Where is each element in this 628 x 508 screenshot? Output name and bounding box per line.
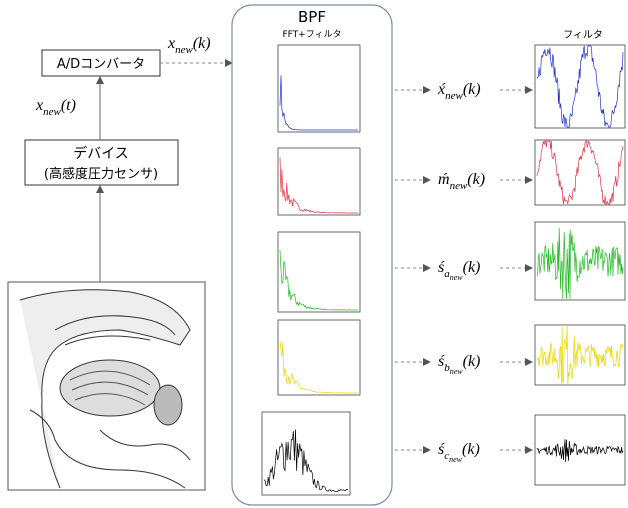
signal-curve bbox=[536, 325, 624, 385]
spectrum-frame bbox=[277, 231, 361, 313]
spectrum-curve bbox=[263, 429, 349, 493]
spectrum-frame bbox=[261, 411, 351, 496]
formula-sub: b bbox=[444, 362, 450, 374]
formula-arg: (k) bbox=[467, 171, 485, 188]
formula-base: x́ bbox=[437, 81, 446, 98]
formula-base: ḿ bbox=[438, 171, 450, 188]
signal-frame bbox=[534, 44, 626, 129]
ad-converter-box bbox=[41, 49, 161, 77]
spectrum-curve bbox=[279, 341, 358, 394]
formula-arg: (k) bbox=[463, 259, 481, 276]
formula-arg: (k) bbox=[193, 35, 211, 52]
bpf-subtitle: FFT+フィルタ bbox=[282, 29, 341, 40]
filter-label: フィルタ bbox=[563, 29, 603, 41]
formula-base: x bbox=[35, 97, 43, 114]
signal-frame bbox=[534, 324, 626, 386]
device-label: デバイス bbox=[73, 145, 129, 162]
formula-base: ś bbox=[438, 259, 445, 276]
formula-arg: (k) bbox=[462, 441, 480, 458]
formula-subsub: new bbox=[449, 455, 463, 464]
formula: x́new(k) bbox=[437, 81, 481, 102]
head-illustration bbox=[7, 281, 206, 491]
formula-sub: new bbox=[175, 44, 193, 56]
signal-curve bbox=[536, 439, 624, 463]
formula-base: ś bbox=[438, 353, 445, 370]
formula-subsub: new bbox=[450, 367, 464, 376]
formula-sub: new bbox=[43, 106, 61, 118]
formula: śanew(k) bbox=[438, 259, 480, 282]
formula-sub: a bbox=[444, 268, 450, 280]
formula-subsub: new bbox=[450, 273, 464, 282]
formula-arg: (k) bbox=[463, 81, 481, 98]
device-label: (高感度圧力センサ) bbox=[44, 166, 158, 182]
spectrum-curve bbox=[279, 157, 358, 214]
formula-sub: new bbox=[450, 180, 468, 192]
signal-curve bbox=[536, 45, 624, 128]
formula-base: ś bbox=[438, 441, 445, 458]
formula-arg: (k) bbox=[463, 353, 481, 370]
spectrum-frame bbox=[277, 147, 361, 216]
formula: śbnew(k) bbox=[438, 353, 480, 376]
bpf-title: BPF bbox=[298, 8, 326, 26]
formula: ścnew(k) bbox=[438, 441, 480, 464]
ad-converter-label: A/Dコンバータ bbox=[57, 57, 145, 72]
formula: ḿnew(k) bbox=[438, 171, 485, 192]
formula-base: x bbox=[167, 35, 175, 52]
formula-arg: (t) bbox=[61, 97, 76, 114]
formula: xnew(t) bbox=[35, 97, 76, 118]
spectrum-frame bbox=[277, 44, 361, 133]
signal-frame bbox=[534, 139, 626, 206]
signal-frame bbox=[534, 414, 626, 486]
signal-curve bbox=[536, 227, 624, 300]
formula-sub: new bbox=[445, 90, 463, 102]
spectrum-frame bbox=[277, 319, 361, 396]
signal-curve bbox=[536, 140, 624, 205]
formula: xnew(k) bbox=[167, 35, 211, 56]
spectrum-curve bbox=[279, 75, 358, 131]
spectrum-curve bbox=[279, 250, 358, 311]
formula-sub: c bbox=[444, 450, 449, 462]
device-box bbox=[24, 139, 179, 186]
